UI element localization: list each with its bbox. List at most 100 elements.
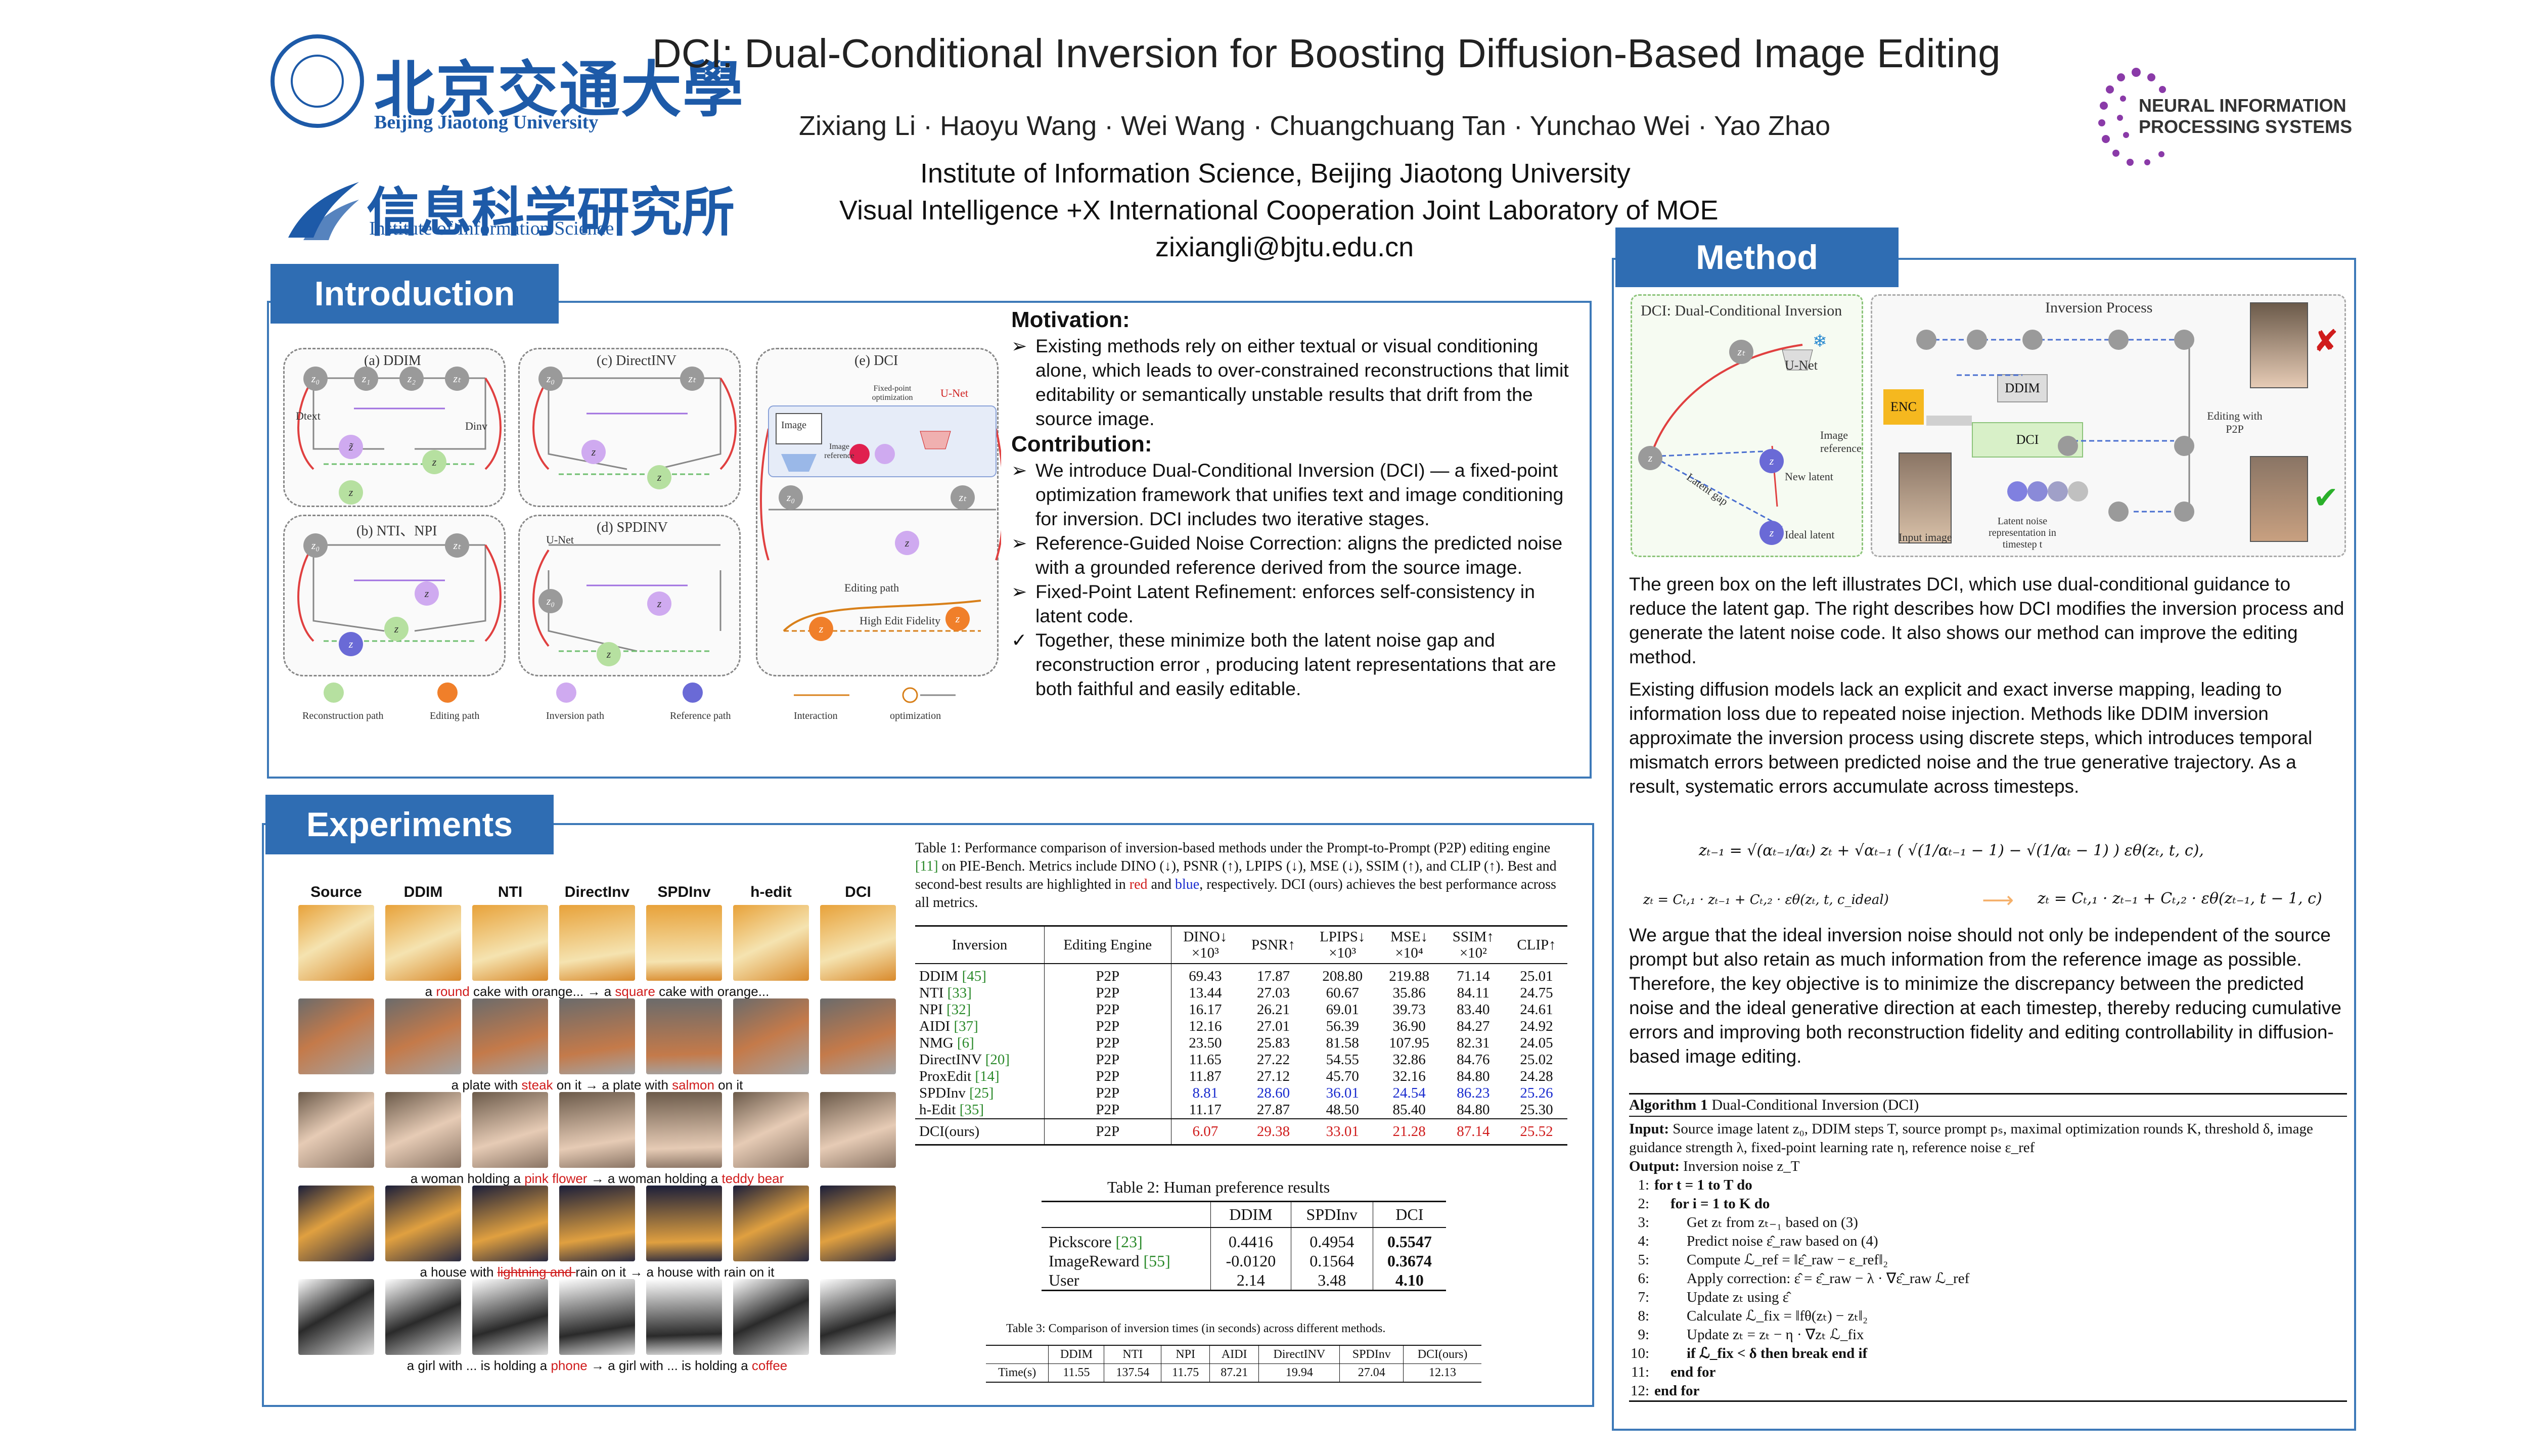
table-cell: 29.38	[1239, 1118, 1307, 1146]
result-image	[646, 1186, 722, 1261]
table-cell: 24.75	[1520, 985, 1553, 1001]
table-cell: P2P	[1044, 964, 1171, 985]
table1: Inversion Editing Engine DINO↓ ×10³ PSNR↑ LPI…	[915, 925, 1567, 1146]
method-node-zt1: z	[1638, 446, 1662, 470]
table-cell: Editing Engine	[1044, 925, 1171, 964]
table-cell: P2P	[1044, 1035, 1171, 1052]
method-right-title: Inversion Process	[2045, 299, 2153, 316]
table-cell: 54.55	[1326, 1052, 1359, 1068]
table-cell: DDIM [45]	[919, 968, 986, 984]
contribution-item-3: Fixed-Point Latent Refinement: enforces …	[1011, 579, 1583, 628]
result-image	[559, 998, 635, 1074]
method-para-2: Existing diffusion models lack an explic…	[1629, 679, 2313, 797]
node-d-inv: z	[647, 592, 671, 616]
result-image	[733, 998, 809, 1074]
table-cell: 36.01	[1326, 1085, 1359, 1101]
node-e-inv: z	[895, 531, 919, 555]
table-cell: 35.86	[1392, 985, 1426, 1001]
table-cell: 86.23	[1457, 1085, 1490, 1101]
table-cell: P2P	[1044, 1052, 1171, 1068]
table-cell: NMG [6]	[919, 1035, 974, 1051]
method-cross-icon: ✘	[2313, 324, 2339, 358]
table-cell: 12.16	[1189, 1018, 1222, 1034]
fig-fidelity-e: High Edit Fidelity	[860, 614, 941, 627]
table-cell: NPI	[1161, 1345, 1210, 1364]
table-cell: 0.1564	[1290, 1251, 1373, 1270]
fig-unet-e: U-Net	[940, 387, 968, 399]
fig-dinv-a: Dinv	[465, 420, 487, 432]
table-cell: -0.0120	[1210, 1251, 1291, 1270]
method-ddim-box: DDIM	[1997, 374, 2048, 402]
fig-unet-d: U-Net	[546, 533, 574, 546]
legend-edit-dot	[437, 682, 458, 703]
column-head-spdinv: SPDInv	[657, 884, 711, 900]
method-eq-2-right: zₜ = Cₜ,₁ · zₜ₋₁ + Cₜ,₂ · εθ(zₜ₋₁, t − 1…	[2038, 890, 2322, 907]
table-cell: h-Edit [35]	[919, 1102, 984, 1118]
table-row: AIDI [37] P2P 12.16 27.01 56.39 36.90 84.27 24.…	[915, 1018, 1567, 1035]
table-cell: 33.01	[1307, 1118, 1378, 1146]
iis-chinese-logo: 信息科学研究所	[367, 184, 735, 242]
table-cell: Pickscore [23]	[1049, 1233, 1143, 1251]
result-image	[646, 905, 722, 981]
iis-english-logo: Institute of Information Science	[369, 218, 614, 239]
table-cell: 45.70	[1326, 1068, 1359, 1084]
legend-edit: Editing path	[430, 710, 480, 721]
bjtu-english-logo: Beijing Jiaotong University	[374, 112, 599, 133]
result-image	[472, 998, 548, 1074]
algorithm-line: 5: Compute ℒ_ref = ‖ε̂_raw − ε_ref‖₂	[1638, 1252, 1888, 1268]
table-cell: 208.80	[1322, 968, 1363, 984]
legend-inv-dot	[556, 682, 576, 703]
node-b-inv: z	[415, 581, 439, 606]
table-row: DirectINV [20] P2P 11.65 27.22 54.55 32.86 84.…	[915, 1052, 1567, 1068]
result-image	[646, 1092, 722, 1168]
node-inv1: z̃	[339, 435, 363, 459]
method-left-diagram: ❄	[1650, 331, 1827, 528]
table-cell: SPDInv [25]	[919, 1085, 994, 1101]
table-cell: 27.04	[1339, 1363, 1404, 1383]
table-cell: 23.50	[1189, 1035, 1222, 1051]
table-cell: 27.22	[1256, 1052, 1290, 1068]
table-cell: 39.73	[1392, 1002, 1426, 1018]
node-z1: z₁	[354, 367, 378, 391]
result-image	[385, 1279, 461, 1355]
method-ideal-latent: Ideal latent	[1785, 528, 1835, 541]
result-image	[298, 1279, 374, 1355]
table-cell: 25.26	[1520, 1085, 1553, 1101]
table-cell: 85.40	[1392, 1102, 1426, 1118]
node-d-rec: z	[597, 642, 621, 666]
table-row: NTI [33] P2P 13.44 27.03 60.67 35.86 84.11 24.7…	[915, 985, 1567, 1002]
table-cell: P2P	[1044, 1085, 1171, 1102]
table-cell: MSE↓ ×10⁴	[1377, 925, 1441, 964]
table-cell: 11.65	[1189, 1052, 1222, 1068]
table-cell: 69.01	[1326, 1002, 1359, 1018]
table-cell: NTI [33]	[919, 985, 972, 1001]
bjtu-chinese-logo: 北京交通大學	[374, 54, 744, 125]
table-cell: 25.02	[1520, 1052, 1553, 1068]
table-cell: 81.58	[1326, 1035, 1359, 1051]
table-row: h-Edit [35] P2P 11.17 27.87 48.50 85.40 84.80 2…	[915, 1102, 1567, 1119]
table-cell: DDIM	[1210, 1201, 1291, 1228]
node-z2: z₂	[399, 367, 424, 391]
table-cell: 24.92	[1520, 1018, 1553, 1034]
algorithm-lines: 1: for t = 1 to T do 2: for i = 1 to K do 3:…	[1629, 1176, 2347, 1402]
result-image	[646, 998, 722, 1074]
table-cell: 11.55	[1048, 1363, 1104, 1383]
method-node-new: z	[1759, 449, 1784, 473]
table-cell: 83.40	[1457, 1002, 1490, 1018]
table-cell: 219.88	[1389, 968, 1430, 984]
table-row: DDIM [45] P2P 69.43 17.87 208.80 219.88 71.14 2…	[915, 964, 1567, 985]
table-cell: 84.27	[1457, 1018, 1490, 1034]
legend-recon-dot	[324, 682, 344, 703]
method-node-zt: zₜ	[1729, 340, 1753, 364]
legend-optimization: optimization	[890, 710, 941, 721]
contribution-item-1: We introduce Dual-Conditional Inversion …	[1011, 458, 1583, 531]
node-e-edit1: z	[809, 617, 833, 641]
table-cell: 84.76	[1457, 1052, 1490, 1068]
result-image	[559, 1092, 635, 1168]
svg-text:❄: ❄	[1813, 331, 1827, 351]
table-cell: CLIP↑	[1505, 925, 1567, 964]
method-heading: Method	[1615, 228, 1899, 287]
table1-caption: Table 1: Performance comparison of inver…	[915, 840, 1557, 911]
table3-caption: Table 3: Comparison of inversion times (…	[1006, 1322, 1386, 1335]
fig-fixed-e: Fixed-point optimization	[872, 384, 913, 402]
